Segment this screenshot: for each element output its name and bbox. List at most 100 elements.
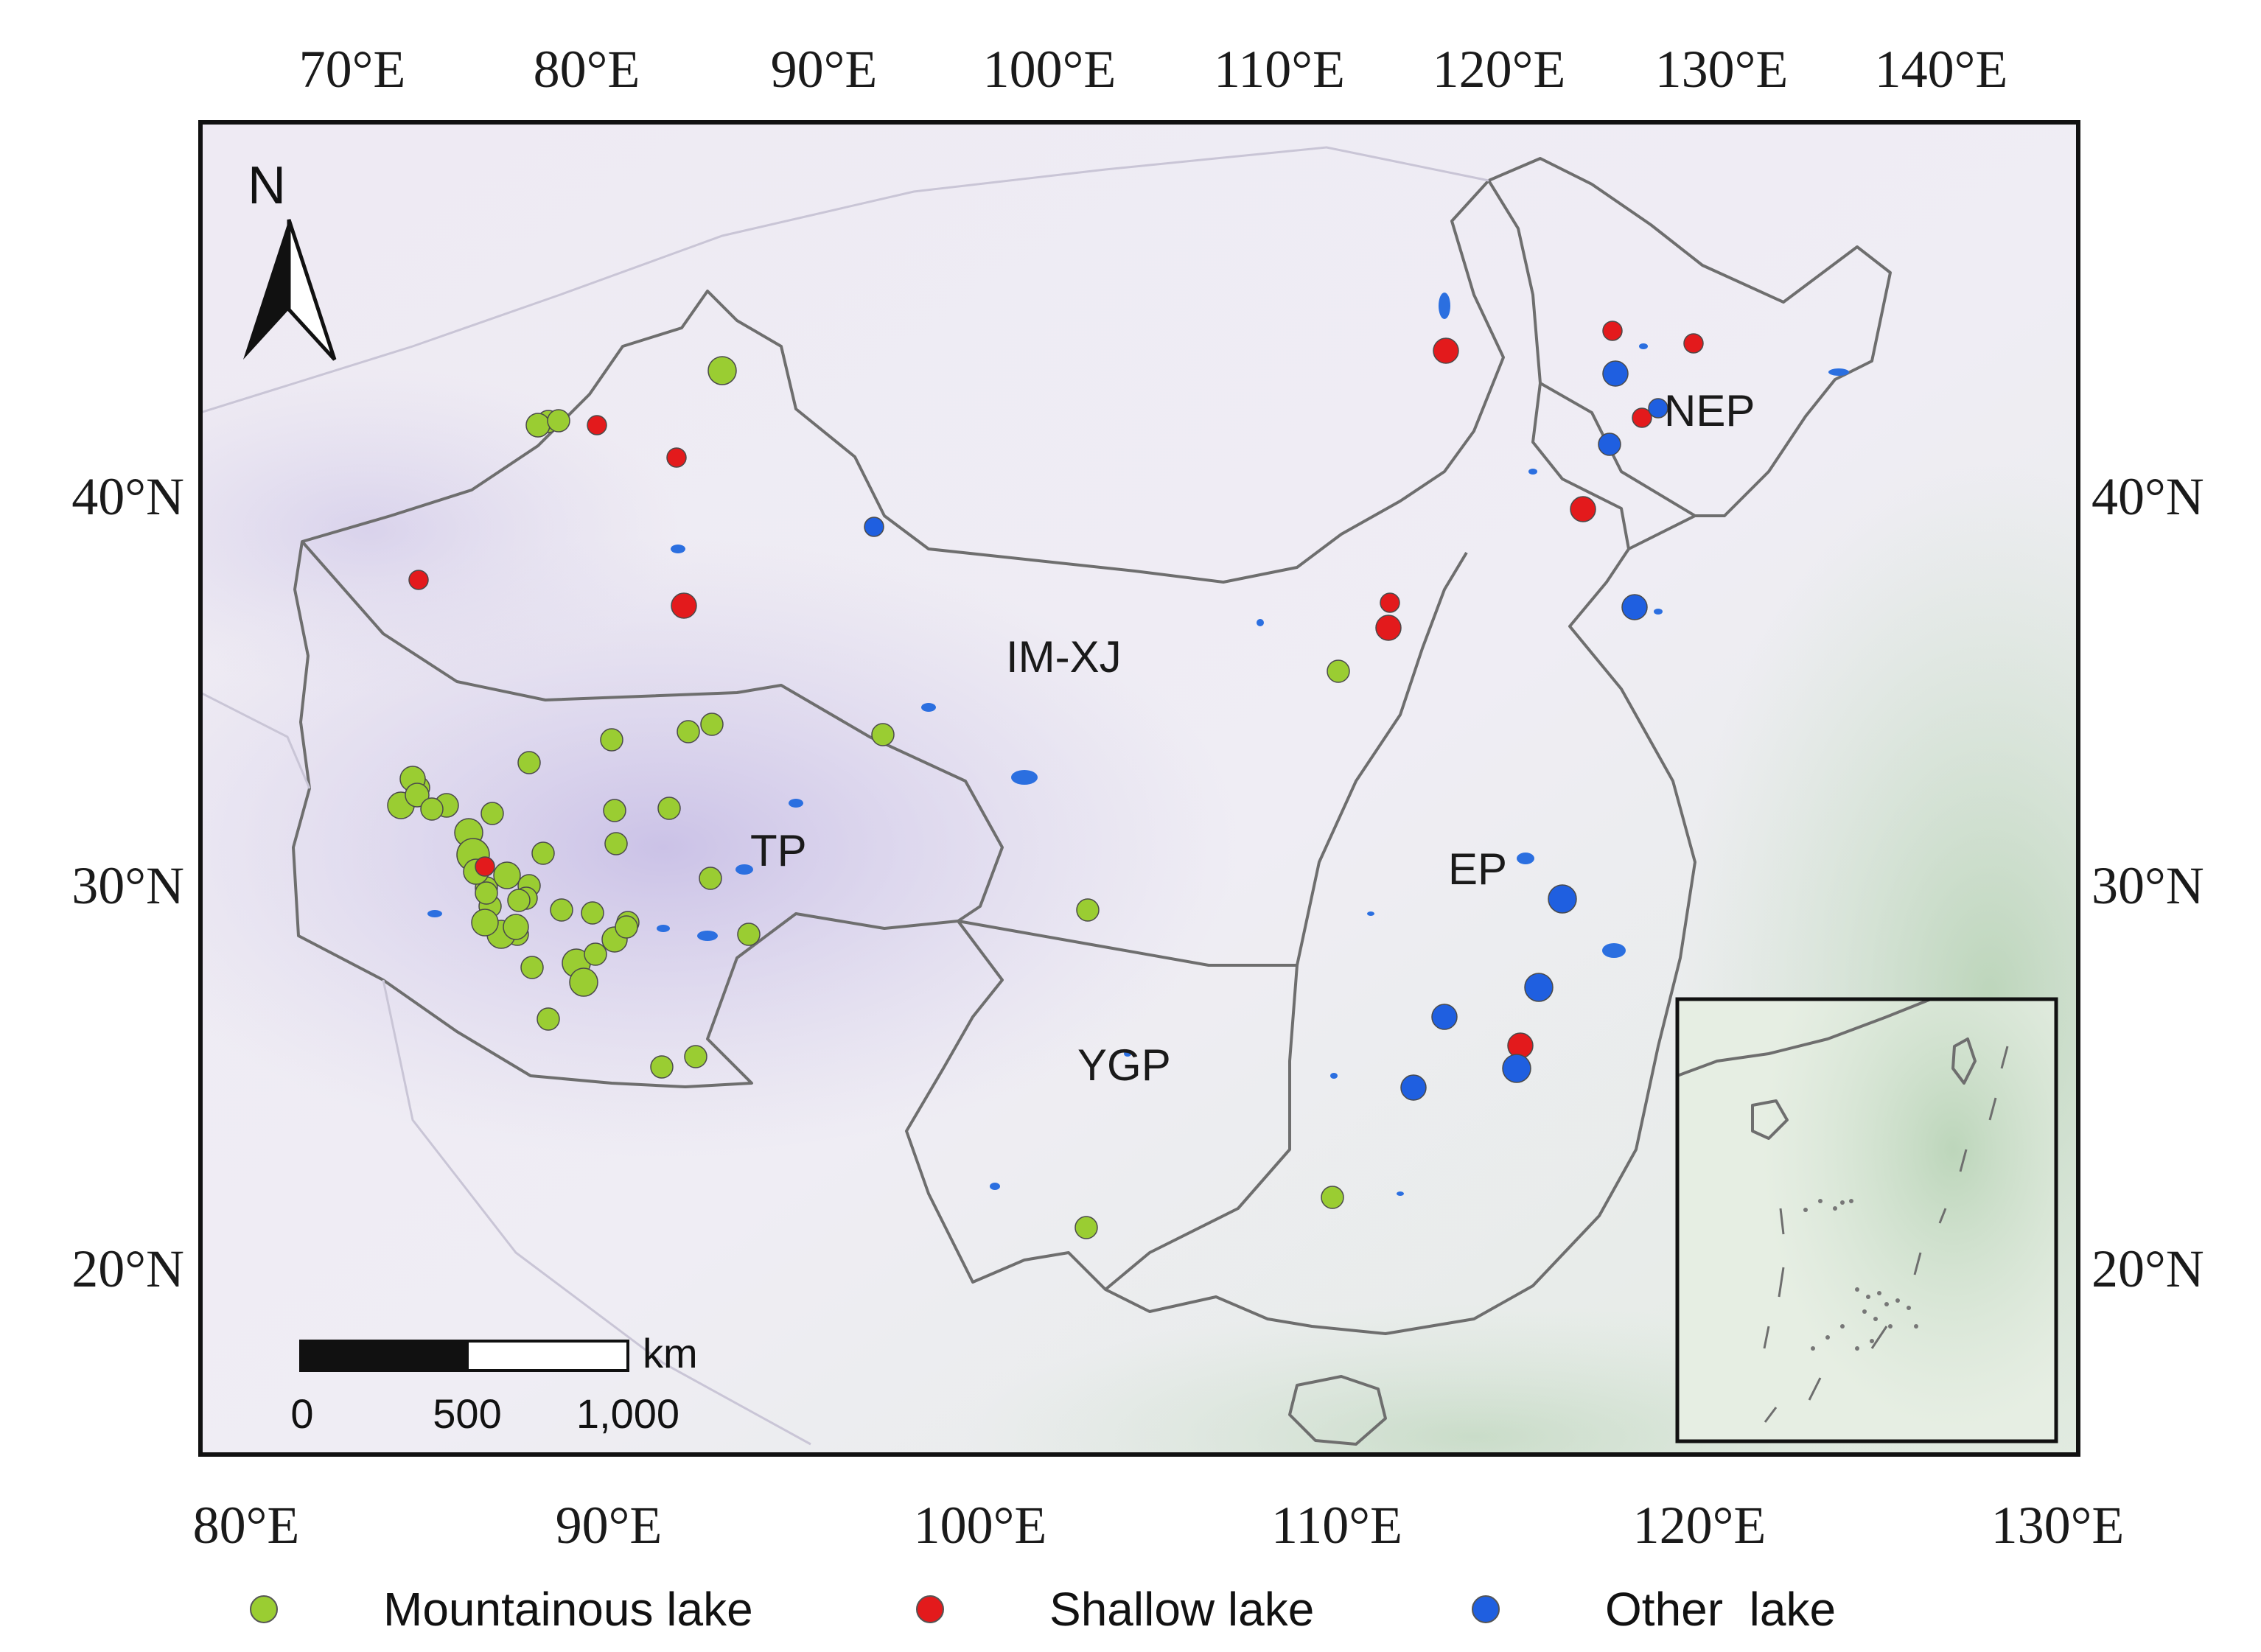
mountainous-lake-site	[581, 901, 604, 925]
mountainous-lake-site	[1074, 1216, 1098, 1239]
top-lon-label: 80°E	[534, 40, 640, 99]
region-label-ep: EP	[1448, 844, 1507, 894]
region-label-nep: NEP	[1664, 386, 1755, 435]
shallow-lake-site	[671, 592, 697, 619]
plateau-shading-west	[200, 368, 678, 693]
mountainous-lake-site	[684, 1045, 707, 1068]
mountainous-lake-site	[600, 728, 623, 752]
svg-text:1,000: 1,000	[576, 1390, 679, 1437]
mountainous-lake-site	[503, 914, 529, 940]
ep-region-boundary	[1296, 551, 1468, 966]
mountainous-lake-site	[475, 881, 498, 905]
other-lake-site	[1548, 884, 1577, 914]
region-label-ygp: YGP	[1077, 1040, 1171, 1090]
shallow-lake-site	[1380, 592, 1400, 613]
legend-swatch-other	[1472, 1595, 1500, 1623]
map-frame-border	[198, 120, 2080, 1457]
shallow-lake-site	[1683, 333, 1704, 354]
svg-text:0: 0	[290, 1390, 313, 1437]
neighbor-border	[382, 979, 811, 1446]
mountainous-lake-site	[604, 832, 628, 855]
mountainous-lake-site	[615, 915, 638, 939]
other-lake-site	[1602, 360, 1629, 387]
other-lake-site	[1400, 1074, 1427, 1101]
legend-label-shallow: Shallow lake	[1049, 1583, 1314, 1636]
top-lon-label: 100°E	[983, 40, 1116, 99]
left-lat-label: 20°N	[71, 1239, 184, 1298]
mountainous-lake-site	[1076, 898, 1100, 922]
legend-label-other: Other lake	[1605, 1583, 1836, 1636]
mountainous-lake-site	[707, 356, 737, 385]
other-lake-site	[1648, 398, 1668, 419]
top-lon-label: 110°E	[1214, 40, 1345, 99]
shallow-lake-site	[1570, 496, 1596, 522]
svg-text:km: km	[643, 1330, 698, 1376]
mountainous-lake-site	[525, 413, 551, 438]
right-lat-label: 30°N	[2091, 856, 2204, 915]
mountainous-lake-site	[480, 802, 504, 825]
other-lake-site	[1621, 594, 1648, 620]
shallow-lake-site	[587, 415, 607, 435]
mountainous-lake-site	[737, 923, 761, 946]
shallow-lake-site	[1375, 615, 1402, 641]
top-lon-label: 70°E	[299, 40, 406, 99]
shallow-lake-site	[1632, 407, 1652, 428]
bottom-lon-label: 90°E	[556, 1496, 663, 1555]
north-arrow-icon: N	[243, 156, 337, 361]
left-lat-label: 30°N	[71, 856, 184, 915]
mountainous-lake-site	[584, 942, 607, 966]
mountainous-lake-site	[493, 861, 521, 889]
bottom-lon-label: 80°E	[193, 1496, 300, 1555]
top-lon-label: 120°E	[1433, 40, 1566, 99]
mountainous-lake-site	[537, 1007, 560, 1031]
mountainous-lake-site	[1327, 659, 1350, 683]
svg-text:500: 500	[433, 1390, 501, 1437]
region-label-tp: TP	[750, 826, 807, 875]
lake-patches	[427, 293, 1849, 1196]
mountainous-lake-site	[650, 1055, 674, 1079]
mountainous-lake-site	[420, 797, 444, 821]
legend-swatch-mountainous	[250, 1595, 278, 1623]
mountainous-lake-site	[550, 898, 573, 922]
legend-label-mountainous: Mountainous lake	[383, 1583, 753, 1636]
shallow-lake-site	[666, 447, 687, 468]
other-lake-site	[1598, 433, 1621, 456]
neighbor-border	[200, 691, 311, 789]
svg-text:N: N	[248, 156, 286, 215]
shallow-lake-site	[1433, 337, 1459, 364]
scale-bar: km 0 500 1,000	[290, 1330, 697, 1437]
other-lake-site	[864, 517, 884, 537]
nep-region-boundary	[1487, 179, 1630, 550]
other-lake-sites	[864, 360, 1668, 1101]
shallow-lake-site	[408, 570, 429, 590]
mountainous-lake-site	[871, 723, 895, 746]
legend: Mountainous lake Shallow lake Other lake	[250, 1583, 1836, 1636]
neighbor-border	[200, 146, 1489, 414]
left-lat-label: 40°N	[71, 467, 184, 526]
mountainous-lake-site	[520, 956, 544, 979]
mountainous-lake-site	[657, 797, 681, 820]
right-lat-label: 40°N	[2091, 467, 2204, 526]
mountainous-lake-site	[569, 967, 598, 997]
mountainous-lake-site	[405, 783, 430, 808]
other-lake-site	[1502, 1054, 1531, 1083]
mountainous-lake-site	[1321, 1186, 1344, 1209]
top-lon-label: 90°E	[771, 40, 878, 99]
bottom-lon-label: 110°E	[1271, 1496, 1402, 1555]
mountainous-lake-site	[677, 720, 700, 743]
mountainous-lake-site	[531, 841, 555, 865]
mountainous-lake-site	[547, 409, 570, 433]
bottom-lon-label: 120°E	[1633, 1496, 1766, 1555]
shallow-lake-site	[1602, 321, 1623, 341]
bottom-lon-label: 130°E	[1991, 1496, 2125, 1555]
inset-map	[1675, 997, 2058, 1443]
mountainous-lake-site	[517, 751, 541, 774]
top-longitude-labels: 70°E 80°E 90°E 100°E 110°E 120°E 130°E 1…	[299, 40, 2008, 99]
bottom-longitude-labels: 80°E 90°E 100°E 110°E 120°E 130°E	[193, 1496, 2125, 1555]
shallow-lake-site	[475, 856, 495, 877]
top-lon-label: 140°E	[1875, 40, 2008, 99]
top-lon-label: 130°E	[1655, 40, 1789, 99]
mountainous-lake-site	[700, 713, 724, 736]
mountainous-lake-site	[603, 799, 626, 822]
